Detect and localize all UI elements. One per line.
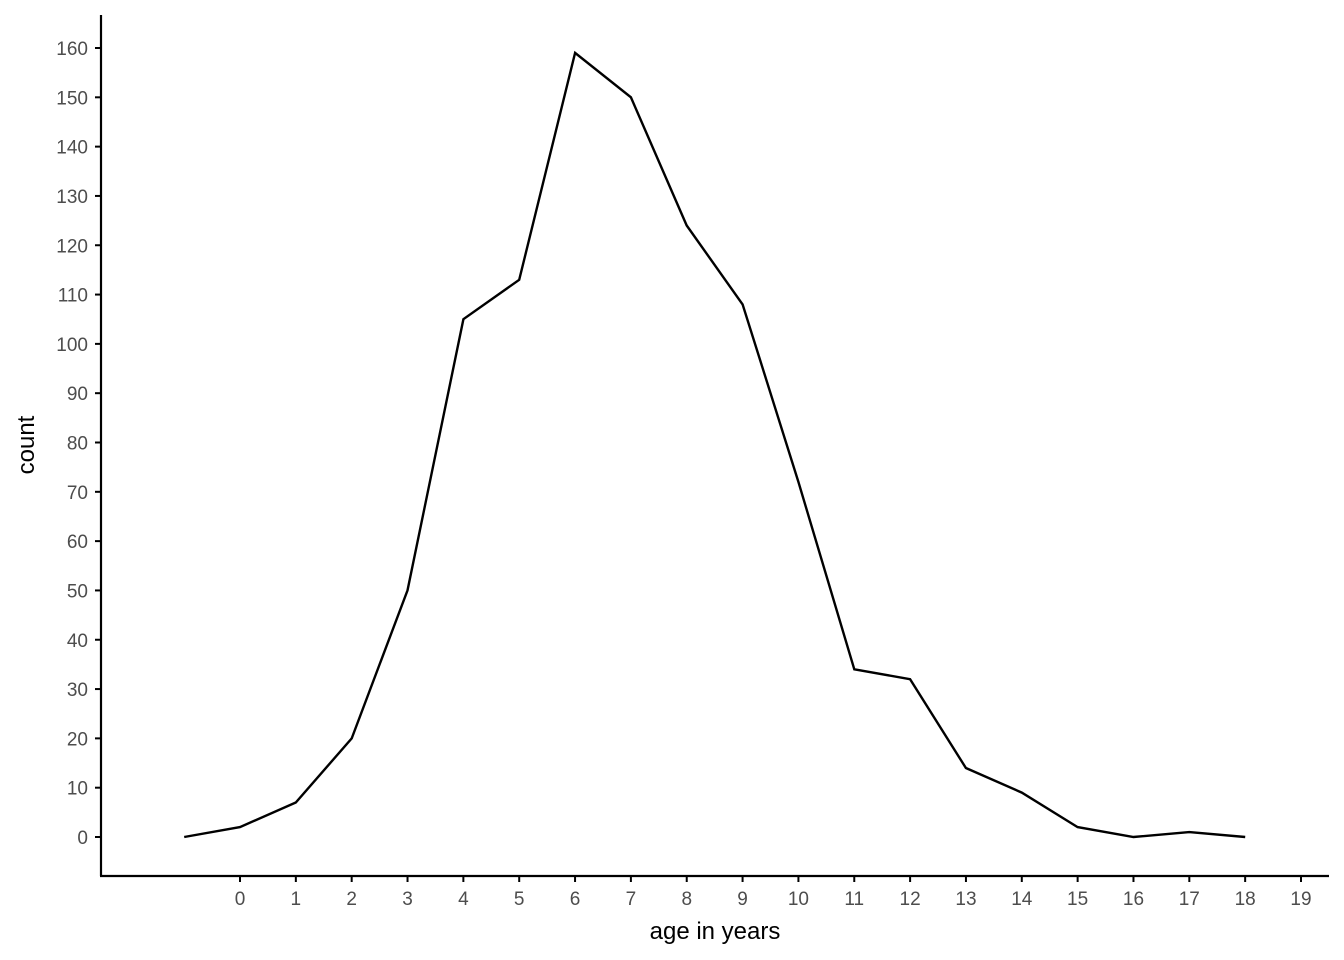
- y-tick-label: 40: [67, 631, 88, 652]
- y-tick-label: 90: [67, 384, 88, 405]
- x-tick-label: 14: [1011, 889, 1033, 910]
- x-axis-ticks: 0 1 2 3 4 5 6 7 8 9 10 11 12 13 14 15 16 17 18 19: [235, 876, 1312, 910]
- x-tick-label: 0: [235, 889, 246, 910]
- y-tick-label: 20: [67, 729, 88, 750]
- x-tick-label: 10: [788, 889, 809, 910]
- x-tick-label: 19: [1290, 889, 1311, 910]
- x-tick-label: 2: [346, 889, 357, 910]
- y-tick-label: 100: [56, 335, 88, 356]
- y-tick-label: 160: [56, 39, 88, 60]
- count-line: [183, 50, 1246, 839]
- y-tick-label: 110: [58, 286, 88, 307]
- x-tick-label: 18: [1235, 889, 1256, 910]
- x-axis-title: age in years: [650, 918, 781, 945]
- y-tick-label: 80: [67, 434, 88, 455]
- y-tick-label: 70: [67, 483, 88, 504]
- x-tick-label: 5: [514, 889, 525, 910]
- y-tick-label: 50: [67, 581, 88, 602]
- y-tick-label: 120: [56, 236, 88, 257]
- y-tick-label: 10: [67, 779, 88, 800]
- x-tick-label: 13: [955, 889, 976, 910]
- x-tick-label: 6: [570, 889, 581, 910]
- y-tick-label: 60: [67, 532, 88, 553]
- y-tick-label: 130: [56, 187, 88, 208]
- x-tick-label: 3: [402, 889, 413, 910]
- x-tick-label: 8: [681, 889, 692, 910]
- y-tick-label: 150: [56, 88, 88, 109]
- y-axis-title: count: [13, 415, 40, 474]
- x-tick-label: 15: [1067, 889, 1088, 910]
- y-tick-label: 140: [56, 138, 88, 159]
- x-tick-label: 17: [1179, 889, 1200, 910]
- x-tick-label: 16: [1123, 889, 1144, 910]
- x-tick-label: 12: [900, 889, 921, 910]
- x-tick-label: 4: [458, 889, 469, 910]
- y-tick-label: 0: [77, 828, 88, 849]
- x-tick-label: 9: [737, 889, 748, 910]
- x-tick-label: 1: [291, 889, 302, 910]
- x-tick-label: 7: [626, 889, 637, 910]
- x-tick-label: 11: [844, 889, 864, 910]
- y-axis-ticks: 0 10 20 30 40 50 60 70 80 90 100 110 120 130 140 150 160: [56, 39, 101, 849]
- y-tick-label: 30: [67, 680, 88, 701]
